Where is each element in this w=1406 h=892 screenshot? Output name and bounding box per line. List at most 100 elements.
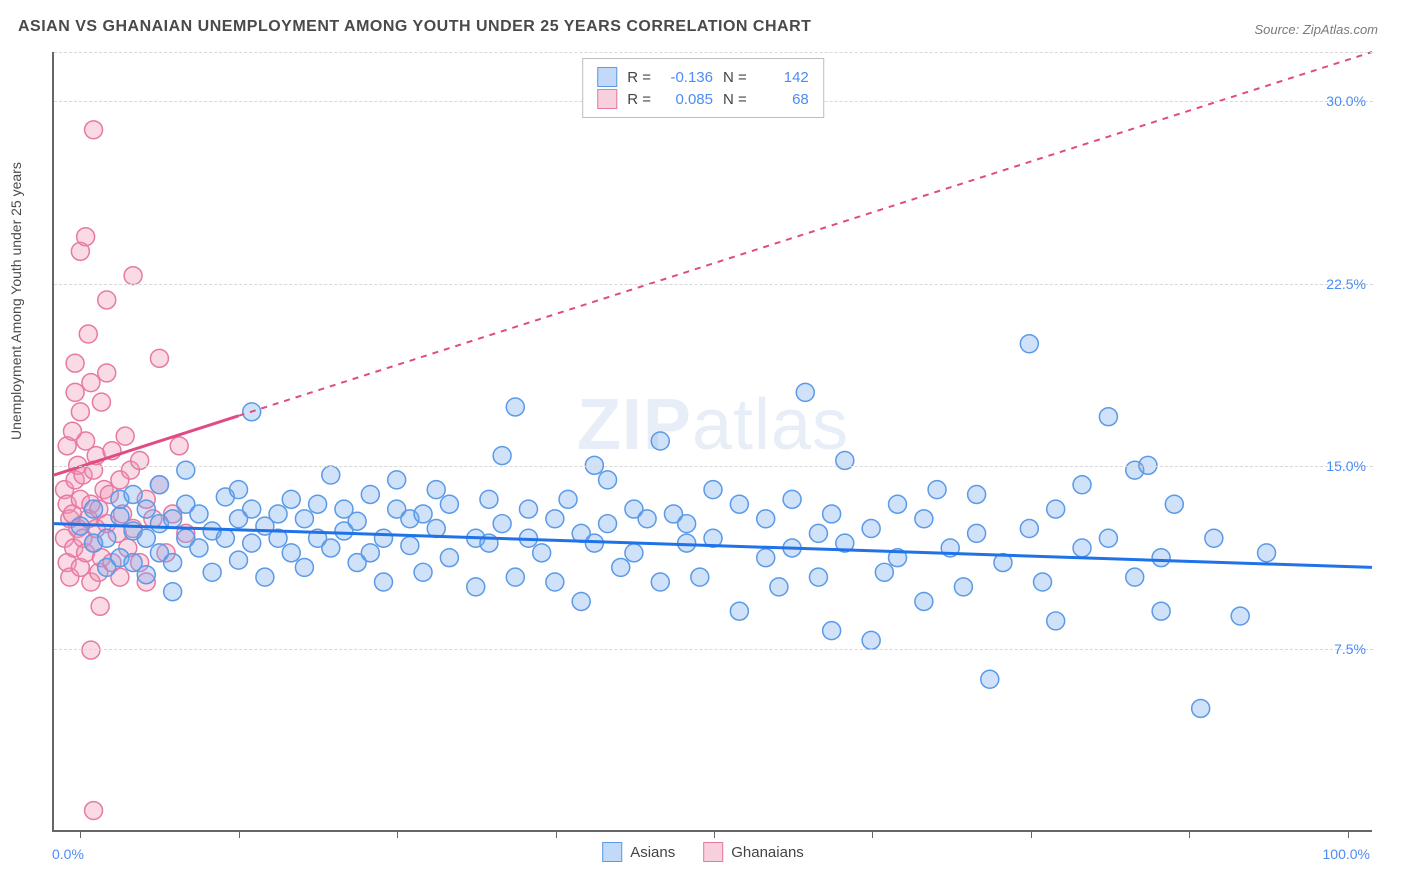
data-point: [82, 374, 100, 392]
data-point: [691, 568, 709, 586]
n-label: N =: [723, 91, 747, 108]
legend-label-ghanaians: Ghanaians: [731, 844, 804, 861]
data-point: [124, 267, 142, 285]
data-point: [1047, 612, 1065, 630]
data-point: [111, 507, 129, 525]
data-point: [150, 349, 168, 367]
data-point: [85, 121, 103, 139]
data-point: [295, 558, 313, 576]
x-axis-min-label: 0.0%: [52, 846, 84, 862]
data-point: [651, 432, 669, 450]
y-tick-label: 7.5%: [1334, 641, 1366, 657]
data-point: [809, 568, 827, 586]
data-point: [77, 228, 95, 246]
data-point: [243, 534, 261, 552]
data-point: [256, 568, 274, 586]
data-point: [467, 578, 485, 596]
legend-swatch-ghanaians-icon: [703, 842, 723, 862]
x-tick: [556, 830, 557, 838]
grid-line: [54, 284, 1373, 285]
y-tick-label: 15.0%: [1326, 458, 1366, 474]
data-point: [546, 510, 564, 528]
n-value-ghanaians: 68: [757, 91, 809, 108]
data-point: [79, 325, 97, 343]
data-point: [388, 471, 406, 489]
data-point: [1099, 529, 1117, 547]
data-point: [1165, 495, 1183, 513]
data-point: [1205, 529, 1223, 547]
data-point: [889, 495, 907, 513]
grid-line: [54, 649, 1373, 650]
data-point: [1152, 602, 1170, 620]
data-point: [427, 481, 445, 499]
x-tick: [872, 830, 873, 838]
data-point: [770, 578, 788, 596]
data-point: [164, 554, 182, 572]
data-point: [651, 573, 669, 591]
data-point: [98, 529, 116, 547]
data-point: [137, 529, 155, 547]
n-value-asians: 142: [757, 69, 809, 86]
data-point: [704, 481, 722, 499]
data-point: [875, 563, 893, 581]
data-point: [915, 510, 933, 528]
swatch-ghanaians-icon: [597, 89, 617, 109]
data-point: [124, 486, 142, 504]
data-point: [506, 568, 524, 586]
data-point: [757, 510, 775, 528]
data-point: [678, 515, 696, 533]
data-point: [968, 486, 986, 504]
data-point: [1126, 568, 1144, 586]
data-point: [85, 802, 103, 820]
data-point: [170, 437, 188, 455]
data-point: [98, 291, 116, 309]
data-point: [85, 500, 103, 518]
data-point: [1231, 607, 1249, 625]
r-value-ghanaians: 0.085: [661, 91, 713, 108]
data-point: [915, 592, 933, 610]
data-point: [493, 515, 511, 533]
x-tick: [1348, 830, 1349, 838]
data-point: [730, 602, 748, 620]
data-point: [954, 578, 972, 596]
data-point: [493, 447, 511, 465]
data-point: [533, 544, 551, 562]
data-point: [1192, 699, 1210, 717]
data-point: [137, 566, 155, 584]
data-point: [1258, 544, 1276, 562]
data-point: [480, 490, 498, 508]
data-point: [375, 573, 393, 591]
chart-title: ASIAN VS GHANAIAN UNEMPLOYMENT AMONG YOU…: [18, 18, 811, 36]
data-point: [295, 510, 313, 528]
plot-area: ZIPatlas 7.5%15.0%22.5%30.0%: [52, 52, 1372, 832]
data-point: [322, 539, 340, 557]
y-tick-label: 22.5%: [1326, 276, 1366, 292]
correlation-stats-box: R = -0.136 N = 142 R = 0.085 N = 68: [582, 58, 824, 118]
data-point: [625, 544, 643, 562]
data-point: [1020, 335, 1038, 353]
data-point: [361, 486, 379, 504]
data-point: [230, 551, 248, 569]
data-point: [414, 563, 432, 581]
bottom-legend: Asians Ghanaians: [602, 842, 804, 862]
data-point: [599, 515, 617, 533]
data-point: [322, 466, 340, 484]
grid-line: [54, 52, 1373, 53]
r-label: R =: [627, 69, 651, 86]
legend-swatch-asians-icon: [602, 842, 622, 862]
data-point: [1034, 573, 1052, 591]
data-point: [230, 481, 248, 499]
data-point: [282, 544, 300, 562]
data-point: [414, 505, 432, 523]
data-point: [116, 427, 134, 445]
data-point: [1099, 408, 1117, 426]
x-tick: [80, 830, 81, 838]
data-point: [730, 495, 748, 513]
grid-line: [54, 466, 1373, 467]
data-point: [968, 524, 986, 542]
data-point: [783, 490, 801, 508]
data-point: [1073, 539, 1091, 557]
data-point: [66, 354, 84, 372]
data-point: [1152, 549, 1170, 567]
data-point: [612, 558, 630, 576]
